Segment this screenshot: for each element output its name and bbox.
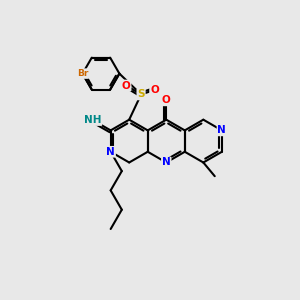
Text: N: N: [218, 125, 226, 135]
Text: O: O: [162, 95, 171, 105]
Text: N: N: [106, 147, 115, 157]
Text: S: S: [137, 89, 145, 99]
Text: Br: Br: [77, 69, 88, 78]
Text: NH: NH: [84, 115, 101, 125]
Text: O: O: [122, 80, 130, 91]
Text: O: O: [150, 85, 159, 95]
Text: N: N: [162, 158, 171, 167]
